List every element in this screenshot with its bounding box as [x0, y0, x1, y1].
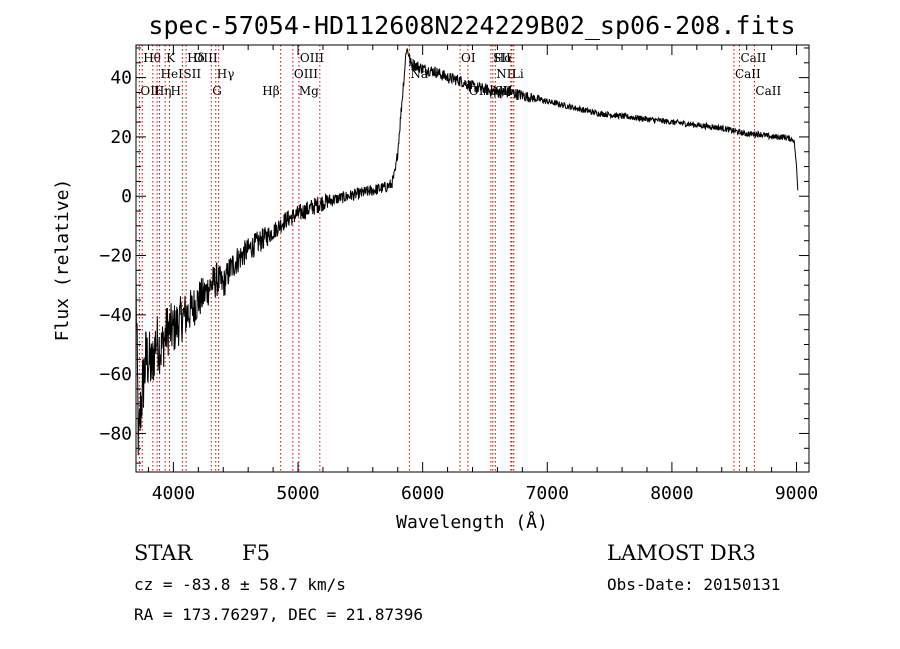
line-label: OIII — [294, 67, 318, 81]
line-label: SII — [183, 67, 201, 81]
line-label: Hθ — [143, 51, 161, 65]
x-tick-label: 7000 — [526, 483, 569, 504]
y-axis-label: Flux (relative) — [52, 179, 73, 342]
chart-title: spec-57054-HD112608N224229B02_sp06-208.f… — [148, 11, 795, 40]
x-tick-label: 6000 — [401, 483, 444, 504]
line-label: OIII — [194, 51, 218, 65]
x-tick-label: 9000 — [775, 483, 818, 504]
y-tick-label: −80 — [99, 423, 132, 444]
x-tick-label: 4000 — [152, 483, 195, 504]
line-label: Hη — [154, 84, 172, 98]
y-tick-label: −40 — [99, 305, 132, 326]
y-tick-label: −60 — [99, 364, 132, 385]
y-tick-label: 40 — [110, 68, 132, 89]
redshift-text: cz = -83.8 ± 58.7 km/s — [134, 575, 346, 594]
x-axis-ticks: 4000 5000 6000 7000 8000 9000 — [147, 45, 818, 504]
x-tick-label: 5000 — [276, 483, 319, 504]
spectral-line-markers: OIIHθHηHeIKHSIIHδGHγOIIIHβOIIIOIIIMgNaOI… — [138, 45, 781, 472]
line-label: Hα — [494, 51, 513, 65]
y-tick-label: 0 — [121, 186, 132, 207]
line-label: CaII — [740, 51, 766, 65]
line-label: CaII — [735, 67, 761, 81]
y-tick-label: 20 — [110, 127, 132, 148]
y-tick-label: −20 — [99, 246, 132, 267]
x-axis-label: Wavelength (Å) — [396, 511, 548, 533]
subclass: F5 — [242, 541, 270, 565]
y-axis-ticks: −80 −60 −40 −20 0 20 40 — [99, 47, 809, 464]
coordinates: RA = 173.76297, DEC = 21.87396 — [134, 605, 423, 624]
line-label: Hδ — [187, 51, 205, 65]
object-class: STAR — [134, 541, 193, 565]
line-label: CaII — [755, 84, 781, 98]
line-label: K — [166, 51, 176, 65]
line-label: OIII — [300, 51, 324, 65]
line-label: OII — [140, 84, 160, 98]
line-label: Mg — [299, 84, 319, 98]
line-label: Li — [512, 67, 524, 81]
line-label: HeI — [161, 67, 184, 81]
spectrum-line — [135, 48, 799, 456]
line-label: SII — [493, 51, 511, 65]
line-label: OI — [461, 51, 476, 65]
line-label: G — [212, 84, 222, 98]
line-label: H — [171, 84, 181, 98]
obs-date: Obs-Date: 20150131 — [607, 575, 780, 594]
x-tick-label: 8000 — [650, 483, 693, 504]
line-label: Hβ — [262, 84, 279, 98]
survey-name: LAMOST DR3 — [607, 541, 756, 565]
spectrum-series — [135, 48, 799, 456]
line-label: Hγ — [217, 67, 235, 81]
